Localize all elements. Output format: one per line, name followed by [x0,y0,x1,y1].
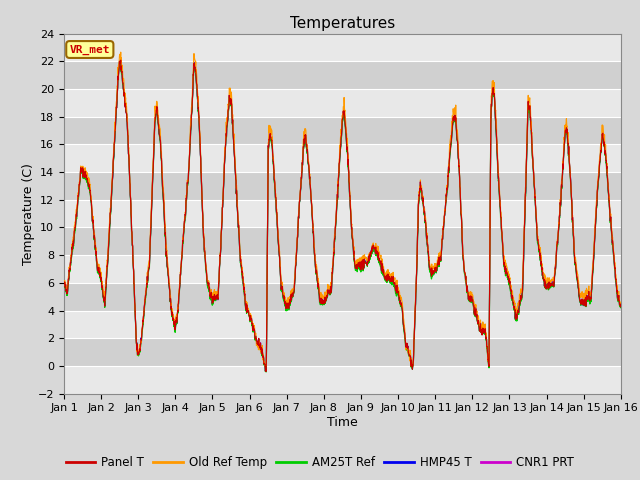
Bar [64,338,621,366]
Bar [64,311,621,338]
Bar [64,144,621,172]
X-axis label: Time: Time [327,416,358,429]
Y-axis label: Temperature (C): Temperature (C) [22,163,35,264]
Text: VR_met: VR_met [70,44,110,55]
Bar [64,366,621,394]
Legend: Panel T, Old Ref Temp, AM25T Ref, HMP45 T, CNR1 PRT: Panel T, Old Ref Temp, AM25T Ref, HMP45 … [61,452,579,474]
Bar [64,89,621,117]
Title: Temperatures: Temperatures [290,16,395,31]
Bar [64,172,621,200]
Bar [64,283,621,311]
Bar [64,117,621,144]
Bar [64,255,621,283]
Bar [64,200,621,228]
Bar [64,34,621,61]
Bar [64,228,621,255]
Bar [64,61,621,89]
